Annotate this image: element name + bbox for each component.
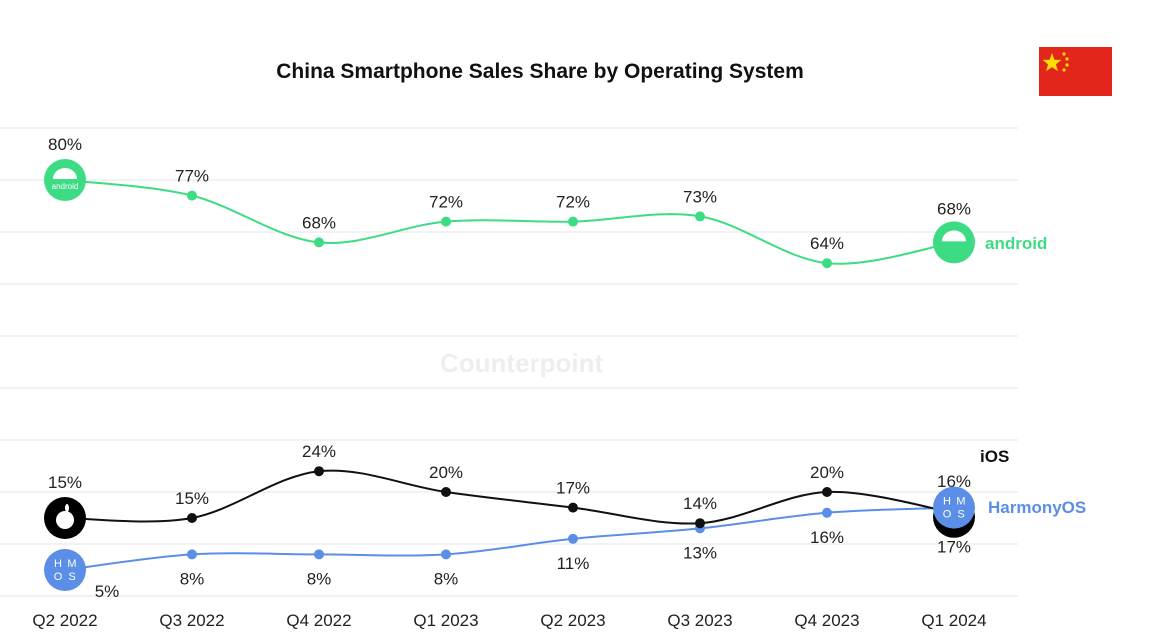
- harmonyos-icon-bg: [44, 549, 86, 591]
- harmonyos-icon-bg: [933, 486, 975, 529]
- data-label: 64%: [810, 234, 844, 253]
- data-label: 77%: [175, 167, 209, 186]
- android-head: [942, 230, 966, 242]
- data-point: [695, 211, 705, 222]
- data-label: 8%: [180, 569, 205, 588]
- harmonyos-icon: H MO S: [933, 486, 975, 529]
- harmonyos-icon-letter: H: [943, 496, 951, 508]
- apple-shape: [56, 511, 74, 529]
- watermark: Counterpoint: [440, 348, 604, 378]
- data-label: 72%: [556, 193, 590, 212]
- x-tick-label: Q3 2023: [667, 611, 732, 630]
- data-label: 14%: [683, 494, 717, 513]
- data-point: [441, 487, 451, 497]
- data-label: 68%: [302, 213, 336, 232]
- data-label: 16%: [937, 472, 971, 491]
- data-label: 73%: [683, 187, 717, 206]
- x-tick-label: Q2 2023: [540, 611, 605, 630]
- legend-android: android: [985, 234, 1047, 253]
- series-line-ios: [64, 469, 955, 525]
- harmonyos-icon-letter: S: [68, 571, 75, 583]
- apple-icon: [44, 497, 86, 539]
- apple-leaf: [65, 504, 69, 512]
- android-icon: android: [44, 159, 86, 201]
- data-label: 24%: [302, 442, 336, 461]
- data-point: [187, 513, 197, 523]
- data-label: 20%: [429, 463, 463, 482]
- data-point: [187, 549, 197, 560]
- data-label: 68%: [937, 199, 971, 218]
- legend-harmonyos: HarmonyOS: [988, 498, 1086, 517]
- data-point: [187, 190, 197, 201]
- series-line-android: [64, 179, 955, 265]
- x-tick-label: Q3 2022: [159, 611, 224, 630]
- data-point: [568, 216, 578, 227]
- harmonyos-icon-letter: O: [54, 571, 63, 583]
- x-tick-label: Q4 2022: [286, 611, 351, 630]
- harmonyos-icon-letter: H: [54, 558, 62, 570]
- data-point: [314, 466, 324, 477]
- data-point: [822, 487, 832, 497]
- series-line-harmonyos: [64, 506, 955, 571]
- x-tick-label: Q1 2024: [921, 611, 986, 630]
- android-icon: [933, 221, 975, 264]
- data-label: 80%: [48, 135, 82, 154]
- data-label: 11%: [557, 554, 590, 573]
- x-tick-label: Q2 2022: [32, 611, 97, 630]
- data-point: [441, 549, 451, 560]
- data-point: [695, 518, 705, 529]
- data-label: 15%: [48, 473, 82, 492]
- harmonyos-icon-letter: S: [957, 509, 964, 521]
- harmonyos-icon-letter: M: [67, 558, 76, 570]
- china-flag-icon: [1039, 47, 1112, 96]
- harmonyos-icon: H MO S: [44, 549, 86, 591]
- x-tick-label: Q4 2023: [794, 611, 859, 630]
- data-point: [314, 549, 324, 560]
- harmonyos-icon-letter: M: [956, 496, 965, 508]
- data-label: 16%: [810, 528, 844, 547]
- data-label: 72%: [429, 193, 463, 212]
- data-point: [822, 507, 832, 518]
- data-label: 8%: [307, 569, 332, 588]
- data-label: 13%: [683, 543, 717, 562]
- data-label: 20%: [810, 463, 844, 482]
- x-tick-label: Q1 2023: [413, 611, 478, 630]
- chart-title: China Smartphone Sales Share by Operatin…: [276, 60, 804, 83]
- android-head: [53, 168, 77, 179]
- android-icon-text: android: [52, 182, 79, 191]
- android-icon-bg: [44, 159, 86, 201]
- android-icon-bg: [933, 221, 975, 264]
- data-point: [314, 237, 324, 248]
- data-label: 17%: [937, 538, 971, 557]
- harmonyos-icon-letter: O: [943, 509, 952, 521]
- data-point: [568, 502, 578, 513]
- data-label: 17%: [556, 479, 590, 498]
- data-label: 15%: [175, 489, 209, 508]
- legend-ios: iOS: [980, 447, 1009, 466]
- data-point: [822, 258, 832, 269]
- data-label: 5%: [95, 582, 120, 601]
- data-label: 8%: [434, 569, 459, 588]
- data-point: [568, 533, 578, 544]
- data-point: [441, 216, 451, 227]
